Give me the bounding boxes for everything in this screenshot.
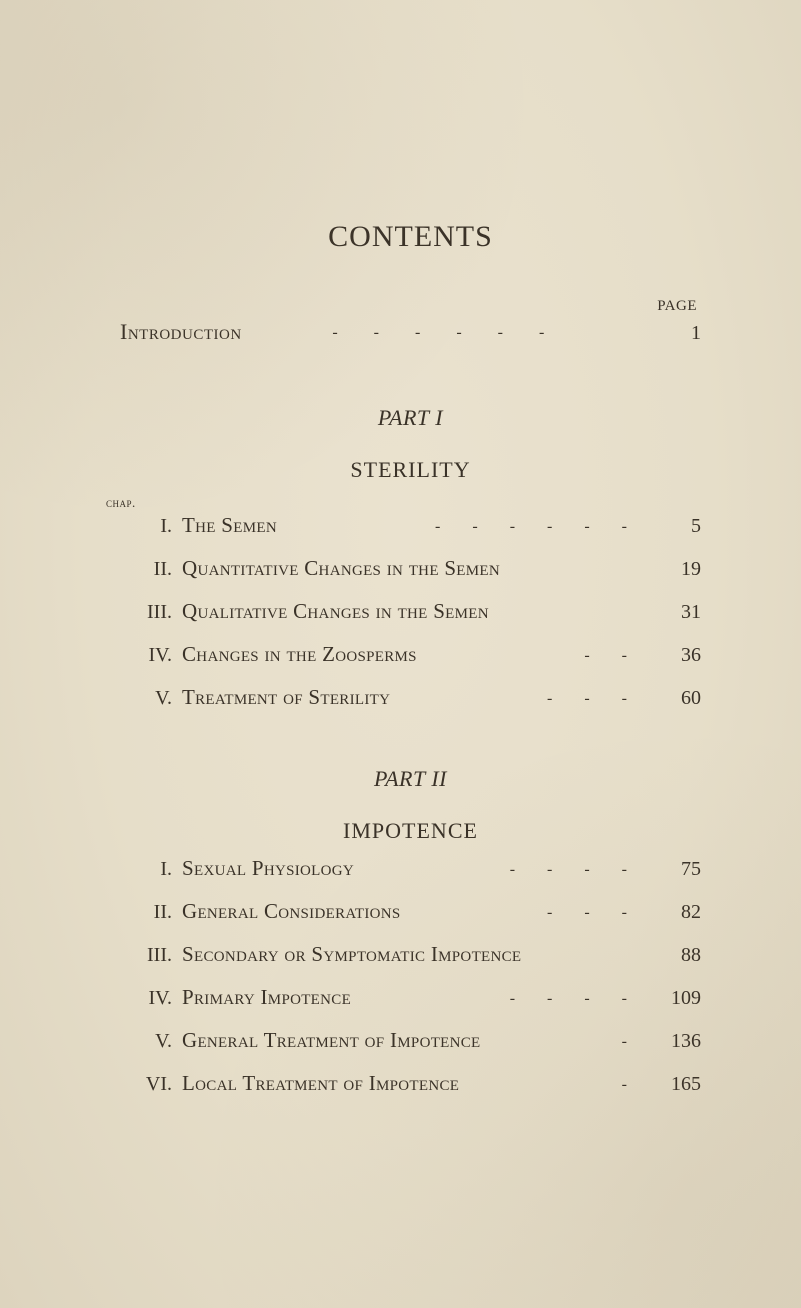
- entry-page: 36: [651, 644, 701, 667]
- entry-title: Treatment of Sterility: [182, 685, 390, 710]
- section-heading: STERILITY: [120, 457, 701, 483]
- page: CONTENTS PAGE Introduction - - - - - - 1…: [0, 0, 801, 1308]
- entry-page: 88: [651, 944, 701, 967]
- part1-entries: I. The Semen - - - - - - 5 II. Quantitat…: [120, 513, 701, 710]
- entry-page: 31: [651, 601, 701, 624]
- entry-title: Qualitative Changes in the Semen: [182, 599, 489, 624]
- part2-entries: I. Sexual Physiology - - - - 75 II. Gene…: [120, 856, 701, 1096]
- toc-entry: III. Secondary or Symptomatic Impotence …: [120, 942, 701, 967]
- entry-title: Sexual Physiology: [182, 856, 354, 881]
- toc-entry: V. General Treatment of Impotence - 136: [120, 1028, 701, 1053]
- entry-leaders: -: [491, 1033, 641, 1051]
- entry-title: Quantitative Changes in the Semen: [182, 556, 500, 581]
- toc-entry: II. General Considerations - - - 82: [120, 899, 701, 924]
- entry-page: 136: [651, 1030, 701, 1053]
- entry-roman: V.: [120, 1030, 172, 1053]
- entry-leaders: - - -: [411, 904, 641, 922]
- introduction-page: 1: [651, 322, 701, 345]
- entry-title: Changes in the Zoosperms: [182, 642, 417, 667]
- toc-entry: VI. Local Treatment of Impotence - 165: [120, 1071, 701, 1096]
- toc-entry: IV. Primary Impotence - - - - 109: [120, 985, 701, 1010]
- entry-leaders: - - - -: [364, 861, 641, 879]
- entry-page: 19: [651, 558, 701, 581]
- entry-page: 165: [651, 1073, 701, 1096]
- entry-roman: I.: [120, 515, 172, 538]
- entry-roman: V.: [120, 687, 172, 710]
- page-column-label: PAGE: [120, 298, 701, 315]
- entry-page: 5: [651, 515, 701, 538]
- entry-roman: IV.: [120, 644, 172, 667]
- entry-leaders: -: [469, 1076, 641, 1094]
- entry-roman: VI.: [120, 1073, 172, 1096]
- chap-label: chap.: [106, 495, 701, 511]
- toc-entry: IV. Changes in the Zoosperms - - 36: [120, 642, 701, 667]
- toc-entry: I. Sexual Physiology - - - - 75: [120, 856, 701, 881]
- page-column-label-text: PAGE: [657, 298, 697, 314]
- entry-roman: IV.: [120, 987, 172, 1010]
- toc-entry: III. Qualitative Changes in the Semen 31: [120, 599, 701, 624]
- entry-title: The Semen: [182, 513, 277, 538]
- toc-entry: V. Treatment of Sterility - - - 60: [120, 685, 701, 710]
- toc-entry: II. Quantitative Changes in the Semen 19: [120, 556, 701, 581]
- introduction-row: Introduction - - - - - - 1: [120, 319, 701, 345]
- entry-title: Primary Impotence: [182, 985, 351, 1010]
- part-heading: PART I: [120, 405, 701, 431]
- entry-title: General Considerations: [182, 899, 401, 924]
- entry-roman: III.: [120, 944, 172, 967]
- entry-leaders: - -: [427, 647, 641, 665]
- entry-leaders: - - -: [400, 690, 641, 708]
- introduction-label: Introduction: [120, 319, 242, 345]
- entry-leaders: - - - - - -: [287, 518, 641, 536]
- section-heading: IMPOTENCE: [120, 818, 701, 844]
- entry-title: General Treatment of Impotence: [182, 1028, 481, 1053]
- entry-roman: II.: [120, 901, 172, 924]
- entry-leaders: - - - -: [361, 990, 641, 1008]
- contents-title: CONTENTS: [120, 220, 701, 254]
- entry-roman: II.: [120, 558, 172, 581]
- entry-page: 109: [651, 987, 701, 1010]
- entry-title: Secondary or Symptomatic Impotence: [182, 942, 521, 967]
- introduction-leaders: - - - - - -: [256, 324, 637, 342]
- entry-roman: I.: [120, 858, 172, 881]
- entry-page: 82: [651, 901, 701, 924]
- entry-page: 75: [651, 858, 701, 881]
- entry-title: Local Treatment of Impotence: [182, 1071, 459, 1096]
- toc-entry: I. The Semen - - - - - - 5: [120, 513, 701, 538]
- entry-page: 60: [651, 687, 701, 710]
- entry-roman: III.: [120, 601, 172, 624]
- part-heading: PART II: [120, 766, 701, 792]
